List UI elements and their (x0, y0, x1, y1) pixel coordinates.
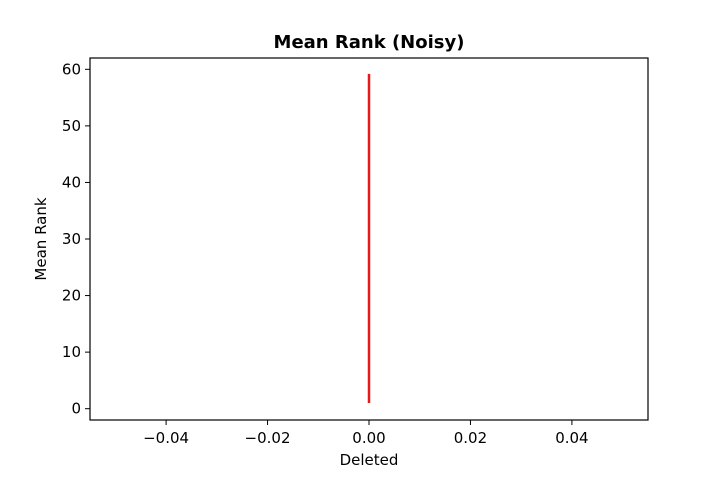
y-tick-label: 0 (71, 400, 81, 418)
chart-title: Mean Rank (Noisy) (274, 32, 465, 53)
y-tick-label: 60 (62, 60, 81, 78)
x-tick-label: 0.00 (352, 429, 385, 447)
y-axis-label: Mean Rank (32, 197, 50, 280)
x-tick-label: 0.04 (555, 429, 588, 447)
y-tick-label: 10 (62, 343, 81, 361)
x-tick-label: −0.02 (245, 429, 291, 447)
y-tick-label: 40 (62, 173, 81, 191)
x-tick-label: −0.04 (143, 429, 189, 447)
x-tick-label: 0.02 (454, 429, 487, 447)
y-tick-label: 50 (62, 117, 81, 135)
plot-frame (89, 57, 649, 421)
x-axis-ticks: −0.04 −0.02 0.00 0.02 0.04 (143, 420, 589, 447)
y-tick-label: 20 (62, 287, 81, 305)
y-axis-ticks: 0 10 20 30 40 50 60 (62, 60, 90, 418)
y-tick-label: 30 (62, 230, 81, 248)
x-axis-label: Deleted (340, 451, 399, 469)
